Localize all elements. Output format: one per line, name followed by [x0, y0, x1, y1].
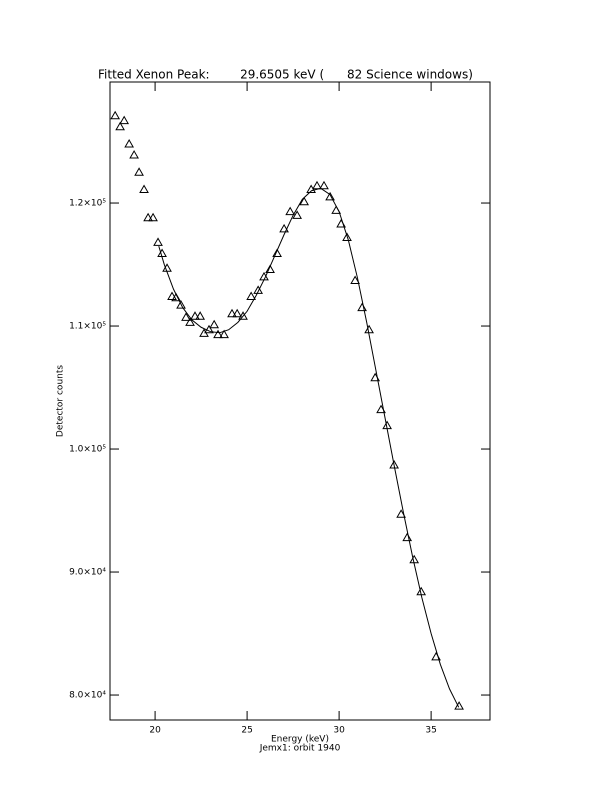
- data-point: [227, 308, 237, 318]
- data-point: [124, 138, 134, 148]
- data-point: [402, 532, 413, 542]
- data-point: [143, 212, 153, 222]
- y-tick-label: 1.2×10⁵: [69, 199, 106, 209]
- chart-title: Fitted Xenon Peak: 29.6505 keV ( 82 Scie…: [98, 68, 473, 82]
- data-point: [153, 237, 163, 246]
- data-point: [389, 460, 399, 469]
- data-point: [176, 300, 186, 309]
- y-tick-label: 1.1×10⁵: [69, 322, 106, 332]
- y-axis-label: Detector counts: [56, 365, 66, 437]
- data-point: [190, 311, 200, 320]
- data-point: [454, 701, 464, 710]
- data-point: [272, 248, 282, 257]
- subtitle: Jemx1: orbit 1940: [259, 744, 341, 754]
- data-point: [213, 329, 223, 339]
- fit-line: [158, 187, 460, 708]
- data-point: [129, 150, 139, 159]
- data-point: [265, 264, 275, 273]
- data-point: [350, 275, 360, 285]
- data-point: [204, 324, 214, 334]
- data-point: [319, 180, 329, 190]
- data-point: [181, 312, 191, 321]
- y-tick-label: 8.0×10⁴: [69, 691, 106, 701]
- data-point: [396, 509, 406, 518]
- data-point: [238, 311, 248, 320]
- data-point: [246, 291, 257, 301]
- data-point: [167, 291, 177, 301]
- data-point: [110, 110, 121, 120]
- data-point: [119, 115, 130, 125]
- x-tick-label: 20: [149, 726, 161, 736]
- data-point: [209, 319, 220, 329]
- data-point: [253, 285, 263, 294]
- data-point: [299, 196, 310, 206]
- data-point: [285, 206, 296, 216]
- data-point: [357, 302, 367, 312]
- data-point: [148, 212, 158, 222]
- x-tick-label: 25: [241, 726, 252, 736]
- plot-frame: [109, 81, 491, 721]
- data-point: [115, 121, 125, 131]
- data-point: [292, 210, 303, 219]
- data-point: [195, 311, 206, 320]
- data-point: [279, 223, 289, 233]
- y-tick-label: 1.0×10⁵: [69, 445, 106, 455]
- data-point: [325, 191, 335, 201]
- data-point: [134, 167, 144, 176]
- data-point: [219, 329, 229, 339]
- x-tick-label: 35: [425, 726, 436, 736]
- x-axis-label: Energy (keV): [271, 735, 329, 745]
- data-point: [232, 308, 243, 318]
- data-point: [139, 184, 149, 194]
- y-tick-label: 9.0×10⁴: [69, 568, 106, 578]
- data-point: [342, 232, 352, 241]
- data-point: [185, 317, 195, 326]
- x-tick-label: 30: [333, 726, 345, 736]
